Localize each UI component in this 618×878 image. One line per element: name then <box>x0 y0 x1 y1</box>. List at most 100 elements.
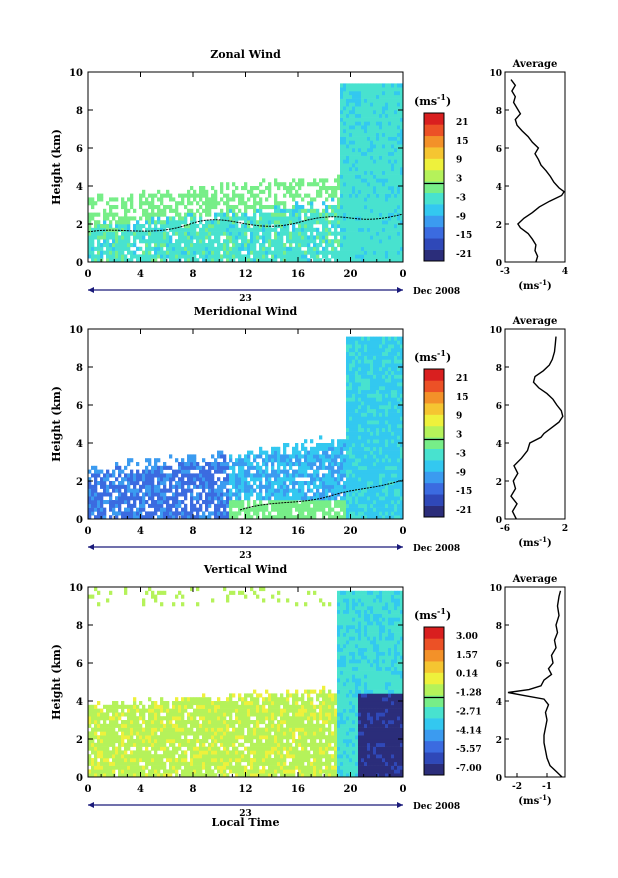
colorbar-tick-label: -7.00 <box>456 764 482 774</box>
y-tick-label: 2 <box>76 220 83 231</box>
profile-y-tick-label: 10 <box>489 69 502 79</box>
profile-x-label-text: (ms <box>518 538 539 549</box>
colorbar-swatch <box>424 707 444 719</box>
colorbar-unit-text: (ms <box>414 609 437 622</box>
colorbar-swatch <box>424 250 444 262</box>
colorbar-tick-label: 15 <box>456 393 469 403</box>
y-tick-label: 0 <box>76 258 83 269</box>
colorbar-swatch <box>424 415 444 427</box>
colorbar-swatch <box>424 159 444 171</box>
profile-y-tick-label: 4 <box>496 440 502 450</box>
colorbar-tick-label: 21 <box>456 118 469 128</box>
profile-y-tick-label: 10 <box>489 584 502 594</box>
date-arrow-right-icon <box>397 802 403 808</box>
x-tick-label: 4 <box>137 269 144 280</box>
y-tick-label: 8 <box>76 621 83 632</box>
profile-x-label: (ms-1) <box>518 278 551 292</box>
colorbar-tick-label: -9 <box>456 468 466 478</box>
profile-title: Average <box>512 59 558 70</box>
x-tick-label: 8 <box>190 784 197 795</box>
chart-title: Vertical Wind <box>203 563 288 576</box>
colorbar-tick-label: -3 <box>456 449 466 459</box>
colorbar-swatch <box>424 426 444 438</box>
x-tick-label: 12 <box>239 269 253 280</box>
profile-y-tick-label: 6 <box>496 402 502 412</box>
y-axis-label: Height (km) <box>50 129 63 205</box>
x-tick-label: 0 <box>85 784 92 795</box>
colorbar-swatch <box>424 124 444 136</box>
y-tick-label: 4 <box>76 697 83 708</box>
colorbar-swatch <box>424 650 444 662</box>
colorbar-swatch <box>424 684 444 696</box>
profile-frame <box>505 587 565 777</box>
y-axis-label: Height (km) <box>50 644 63 720</box>
colorbar-tick-label: 9 <box>456 412 462 422</box>
profile-x-label: (ms-1) <box>518 793 551 807</box>
colorbar-swatch <box>424 741 444 753</box>
y-tick-label: 8 <box>76 363 83 374</box>
colorbar-unit: (ms-1) <box>414 92 451 108</box>
profile-x-label-sup: -1 <box>539 535 547 544</box>
profile-x-tick-label: -3 <box>500 267 510 277</box>
chart-title: Zonal Wind <box>210 48 281 61</box>
colorbar-swatch <box>424 136 444 148</box>
x-tick-label: 0 <box>400 269 407 280</box>
profile-x-tick-label: 2 <box>562 524 568 534</box>
date-day-label: 23 <box>239 551 252 561</box>
colorbar-swatch <box>424 147 444 159</box>
profile-line <box>508 591 562 777</box>
colorbar-unit: (ms-1) <box>414 606 451 622</box>
profile-x-label: (ms-1) <box>518 535 551 549</box>
colorbar: 3.001.570.14-1.28-2.71-4.14-5.57-7.00(ms… <box>414 606 482 775</box>
x-tick-label: 16 <box>291 269 305 280</box>
profile-x-tick-label: -1 <box>542 782 552 792</box>
x-tick-label: 20 <box>344 526 358 537</box>
y-tick-label: 0 <box>76 515 83 526</box>
profile-y-tick-label: 2 <box>496 221 502 231</box>
colorbar-tick-label: 15 <box>456 137 469 147</box>
x-tick-label: 0 <box>85 526 92 537</box>
y-tick-label: 10 <box>69 583 83 594</box>
colorbar-tick-label: -21 <box>456 250 472 260</box>
x-tick-label: 8 <box>190 526 197 537</box>
date-label: Dec 2008 <box>413 802 460 812</box>
colorbar-swatch <box>424 661 444 673</box>
profile-x-label-text: (ms <box>518 281 539 292</box>
y-tick-label: 8 <box>76 106 83 117</box>
x-tick-label: 8 <box>190 269 197 280</box>
x-tick-label: 4 <box>137 526 144 537</box>
profile-x-tick-label: 4 <box>562 267 568 277</box>
heatmap-field <box>88 337 403 520</box>
profile-title: Average <box>512 574 558 585</box>
y-tick-label: 6 <box>76 659 83 670</box>
colorbar-swatch <box>424 227 444 239</box>
date-label: Dec 2008 <box>413 544 460 554</box>
colorbar-unit-text: (ms <box>414 351 437 364</box>
profile-x-label-text: (ms <box>518 796 539 807</box>
profile-title: Average <box>512 316 558 327</box>
colorbar-unit-close: ) <box>446 609 451 622</box>
y-tick-label: 6 <box>76 144 83 155</box>
colorbar-tick-label: 0.14 <box>456 670 478 680</box>
date-arrow-right-icon <box>397 287 403 293</box>
y-tick-label: 10 <box>69 325 83 336</box>
colorbar-swatch <box>424 729 444 741</box>
profile-y-tick-label: 6 <box>496 145 502 155</box>
x-tick-label: 0 <box>400 526 407 537</box>
colorbar-swatch <box>424 403 444 415</box>
colorbar-unit-sup: -1 <box>437 92 446 102</box>
colorbar-swatch <box>424 494 444 506</box>
colorbar-swatch <box>424 638 444 650</box>
colorbar-swatch <box>424 449 444 461</box>
y-tick-label: 10 <box>69 68 83 79</box>
colorbar-unit-close: ) <box>446 351 451 364</box>
x-tick-label: 20 <box>344 269 358 280</box>
colorbar-tick-label: -5.57 <box>456 745 482 755</box>
profile-y-tick-label: 8 <box>496 364 502 374</box>
colorbar-unit-sup: -1 <box>437 606 446 616</box>
